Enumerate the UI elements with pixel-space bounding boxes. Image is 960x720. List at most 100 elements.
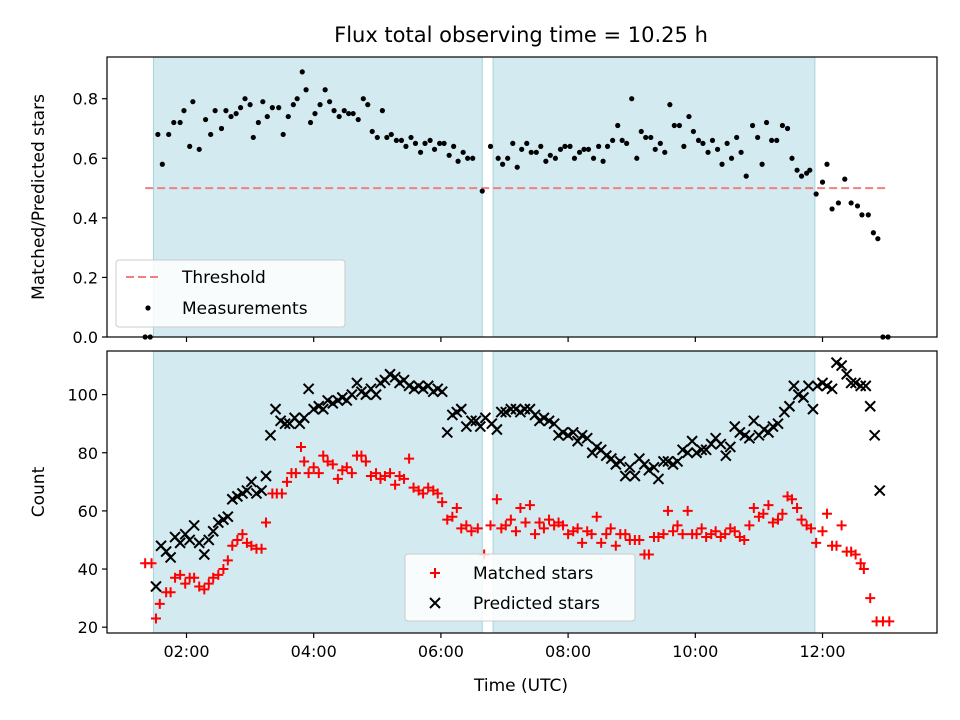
- measurement-point: [624, 140, 630, 146]
- matched-star-point: [208, 572, 219, 583]
- measurement-point: [327, 99, 333, 105]
- predicted-star-point: [695, 444, 708, 456]
- measurement-point: [365, 102, 371, 108]
- measurement-point: [505, 155, 511, 161]
- measurement-point: [307, 119, 314, 126]
- matched-star-point: [341, 462, 352, 473]
- measurement-point: [690, 128, 697, 135]
- matched-star-point: [318, 450, 329, 461]
- predicted-star-point: [370, 388, 382, 401]
- measurement-point: [528, 149, 534, 155]
- measurement-point: [681, 143, 687, 149]
- matched-star-point: [379, 471, 390, 482]
- matched-star-point: [299, 456, 310, 467]
- measurement-point: [652, 146, 658, 152]
- predicted-star-point: [351, 377, 363, 389]
- measurement-point: [460, 149, 466, 155]
- matched-star-point: [544, 514, 555, 525]
- matched-star-point: [720, 529, 731, 540]
- predicted-star-point: [874, 484, 886, 497]
- measurement-point: [388, 131, 394, 138]
- measurement-point: [280, 131, 286, 138]
- matched-star-point: [447, 511, 458, 522]
- measurement-point: [774, 137, 780, 144]
- x-tick-label: 12:00: [799, 642, 845, 661]
- observing-band: [492, 56, 816, 338]
- x-tick-label: 08:00: [545, 642, 591, 661]
- y-tick-label: 60: [78, 502, 98, 521]
- measurement-point: [547, 152, 553, 158]
- predicted-star-point: [183, 534, 196, 546]
- measurement-point: [763, 119, 770, 126]
- predicted-star-point: [164, 551, 177, 564]
- matched-star-point: [691, 529, 702, 540]
- matched-star-point: [203, 578, 214, 589]
- matched-star-point: [472, 523, 483, 534]
- matched-star-point: [505, 514, 516, 525]
- predicted-star-point: [269, 403, 282, 415]
- matched-star-point: [466, 526, 477, 537]
- matched-star-point: [729, 526, 740, 537]
- measurement-point: [341, 108, 347, 114]
- measurement-point: [807, 167, 813, 173]
- matched-star-point: [327, 459, 338, 470]
- measurement-point: [264, 113, 270, 120]
- measurement-point: [431, 146, 438, 152]
- measurement-point: [303, 87, 309, 93]
- matched-star-point: [572, 523, 583, 534]
- measurement-point: [676, 122, 683, 129]
- measurement-point: [446, 152, 452, 158]
- matched-star-point: [423, 482, 434, 493]
- predicted-star-point: [207, 525, 219, 537]
- matched-star-point: [150, 613, 161, 624]
- matched-star-point: [786, 494, 797, 505]
- matched-star-point: [237, 529, 248, 540]
- legend-measurement-swatch: [145, 305, 151, 311]
- measurement-point: [187, 143, 193, 149]
- measurement-point: [643, 134, 649, 141]
- measurement-point: [638, 128, 644, 135]
- predicted-star-point: [868, 429, 881, 442]
- matched-star-point: [189, 572, 200, 583]
- matched-star-point: [442, 514, 453, 525]
- matched-star-point: [408, 482, 419, 493]
- measurement-point: [374, 134, 380, 141]
- predicted-star-point: [619, 470, 632, 482]
- matched-star-point: [276, 488, 287, 499]
- matched-star-point: [662, 505, 673, 516]
- matched-star-point: [510, 526, 521, 537]
- measurement-point: [285, 113, 291, 120]
- predicted-star-point: [845, 377, 857, 389]
- measurement-point: [789, 155, 795, 161]
- predicted-star-point: [298, 412, 310, 424]
- measurement-point: [355, 116, 361, 123]
- predicted-star-point: [724, 441, 737, 453]
- measurement-point: [255, 119, 261, 126]
- measurement-point: [479, 188, 485, 194]
- measurement-point: [451, 143, 457, 149]
- measurement-point: [196, 146, 202, 152]
- matched-star-point: [620, 529, 631, 540]
- predicted-star-point: [198, 548, 211, 561]
- matched-star-point: [520, 517, 531, 528]
- matched-star-point: [456, 523, 467, 534]
- legend-matched-swatch: [430, 568, 440, 578]
- measurement-point: [755, 134, 761, 141]
- matched-star-point: [365, 471, 376, 482]
- measurement-point: [667, 102, 673, 108]
- matched-star-point: [777, 508, 788, 519]
- measurement-point: [769, 137, 775, 144]
- measurement-point: [543, 158, 549, 164]
- legend-threshold-label: Threshold: [181, 268, 266, 288]
- matched-star-point: [850, 549, 861, 560]
- matched-star-point: [821, 508, 832, 519]
- measurement-point: [719, 161, 725, 167]
- x-tick-label: 06:00: [418, 642, 464, 661]
- legend: Threshold Measurements: [115, 259, 346, 328]
- measurement-point: [510, 140, 516, 146]
- measurement-point: [360, 96, 366, 102]
- matched-star-point: [806, 523, 817, 534]
- measurement-point: [384, 134, 390, 141]
- measurement-point: [571, 155, 578, 161]
